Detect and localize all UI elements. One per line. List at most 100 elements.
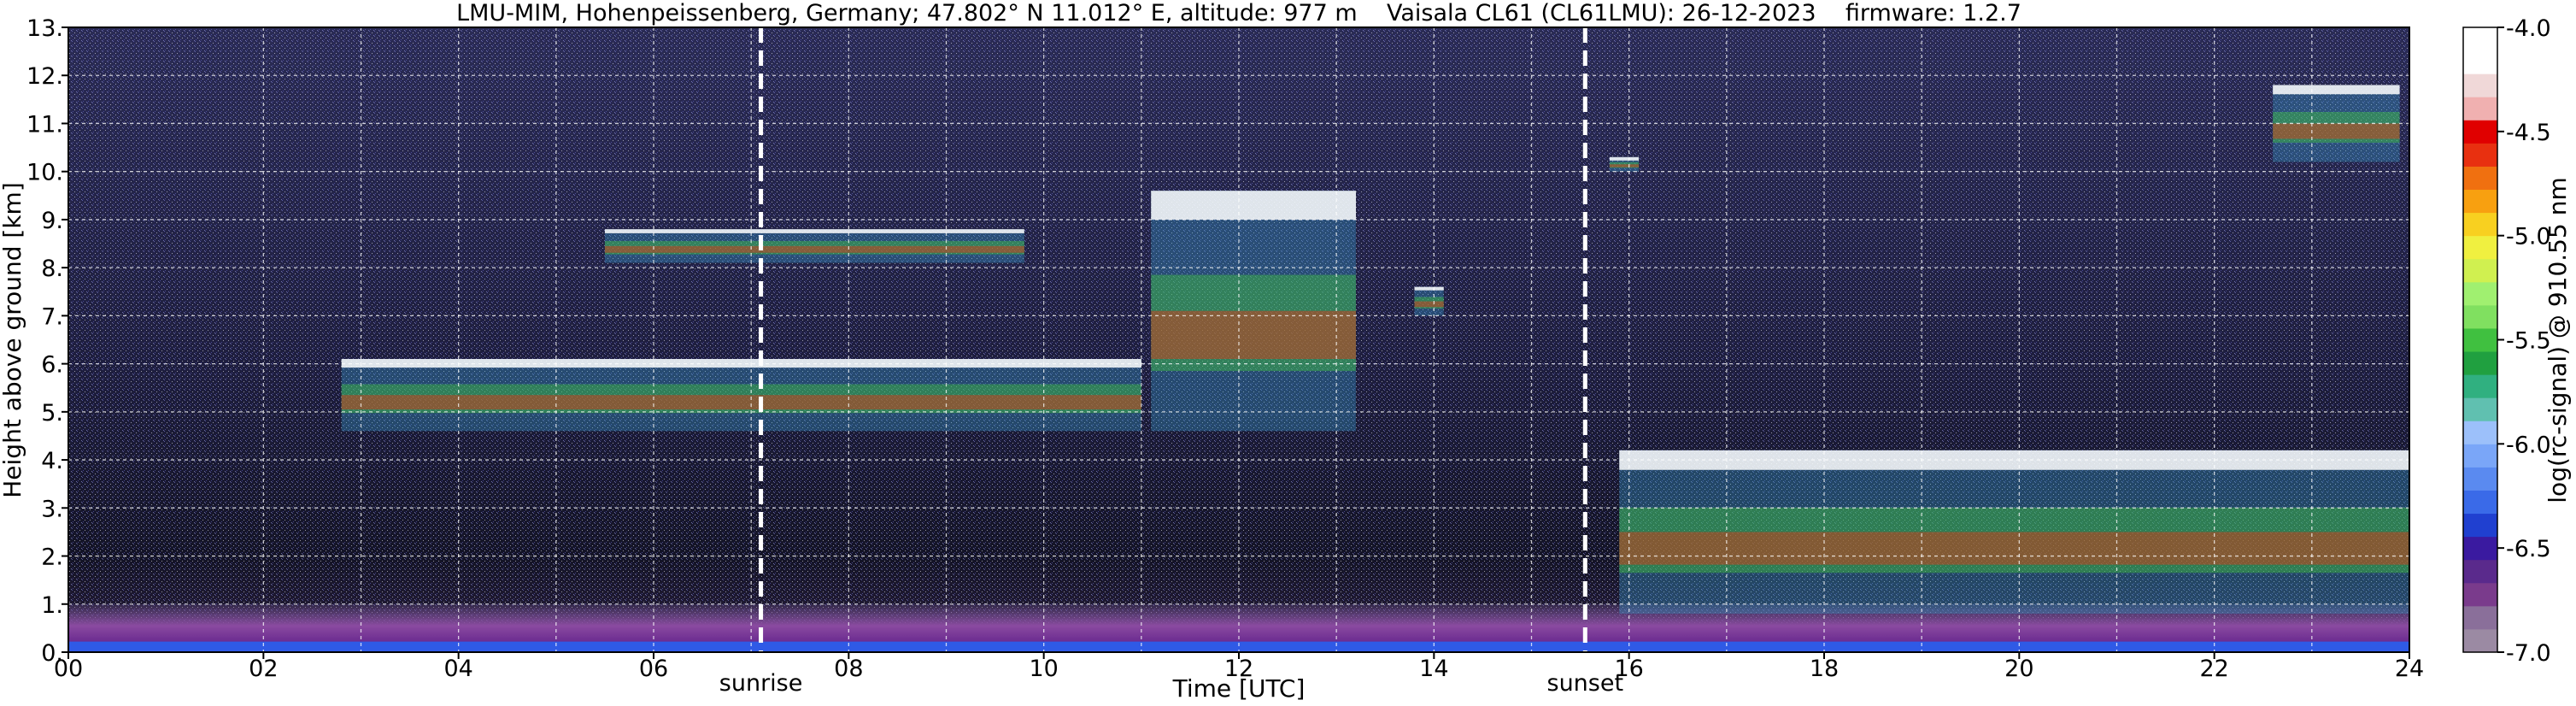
y-tick-label: 2. bbox=[41, 544, 63, 571]
feature-peak bbox=[604, 245, 1024, 253]
x-tick-label: 00 bbox=[54, 656, 83, 682]
colorbar-segment bbox=[2463, 351, 2497, 375]
feature-body bbox=[1151, 191, 1356, 432]
y-tick-label: 1. bbox=[41, 592, 63, 619]
feature-0 bbox=[341, 358, 1141, 432]
feature-body bbox=[1414, 286, 1444, 316]
colorbar-segment bbox=[2463, 490, 2497, 515]
feature-core bbox=[1609, 162, 1640, 168]
feature-body bbox=[2273, 85, 2400, 162]
y-tick-label: 13. bbox=[26, 15, 63, 42]
feature-core bbox=[1619, 507, 2409, 574]
colorbar-segment bbox=[2463, 281, 2497, 306]
feature-6 bbox=[2273, 85, 2400, 162]
feature-body bbox=[1609, 156, 1640, 172]
y-tick-label: 12. bbox=[26, 63, 63, 90]
feature-peak bbox=[1414, 301, 1444, 308]
x-tick-label: 12 bbox=[1224, 656, 1253, 682]
colorbar-segment bbox=[2463, 513, 2497, 538]
feature-peak bbox=[1151, 310, 1356, 359]
feature-1 bbox=[604, 229, 1024, 263]
feature-peak bbox=[1609, 164, 1640, 168]
colorbar: -7.0 -6.5 -6.0 -5.5 -5.0 -4.5 -4.0 bbox=[2462, 15, 2551, 667]
feature-3 bbox=[1414, 286, 1444, 316]
colorbar-segment bbox=[2463, 258, 2497, 283]
colorbar-segment bbox=[2463, 97, 2497, 121]
x-tick-label: 22 bbox=[2199, 656, 2228, 682]
colorbar-segment bbox=[2463, 559, 2497, 584]
colorbar-segment bbox=[2463, 444, 2497, 468]
y-tick-label: 9. bbox=[41, 208, 63, 234]
colorbar-segment bbox=[2463, 143, 2497, 167]
feature-top bbox=[2273, 85, 2400, 95]
feature-top bbox=[1151, 191, 1356, 220]
feature-top bbox=[1609, 156, 1640, 161]
x-axis: 00 02 04 06 08 10 12 14 16 18 20 22 24 bbox=[54, 652, 2424, 682]
colorbar-tick-label: -5.5 bbox=[2506, 328, 2551, 355]
colorbar-tick-label: -4.0 bbox=[2506, 15, 2551, 42]
colorbar-segment bbox=[2463, 189, 2497, 214]
colorbar-segment bbox=[2463, 74, 2497, 97]
colorbar-segment bbox=[2463, 235, 2497, 260]
feature-2 bbox=[1151, 191, 1356, 432]
colorbar-segment bbox=[2463, 212, 2497, 237]
signal-features bbox=[68, 85, 2409, 652]
feature-core bbox=[341, 384, 1141, 414]
feature-body bbox=[1619, 450, 2409, 615]
y-tick-label: 4. bbox=[41, 448, 63, 474]
colorbar-segment bbox=[2463, 628, 2497, 653]
chart-title: LMU-MIM, Hohenpeissenberg, Germany; 47.8… bbox=[456, 0, 2021, 26]
colorbar-segment bbox=[2463, 50, 2497, 74]
feature-4 bbox=[1609, 156, 1640, 172]
x-tick-label: 14 bbox=[1419, 656, 1448, 682]
x-tick-label: 06 bbox=[639, 656, 668, 682]
colorbar-tick-label: -6.5 bbox=[2506, 536, 2551, 562]
feature-5 bbox=[1619, 450, 2409, 615]
sunrise-label: sunrise bbox=[719, 670, 803, 697]
y-tick-label: 6. bbox=[41, 352, 63, 379]
colorbar-tick-label: -5.0 bbox=[2506, 224, 2551, 250]
feature-body bbox=[604, 229, 1024, 263]
colorbar-segment bbox=[2463, 605, 2497, 630]
colorbar-segment bbox=[2463, 166, 2497, 191]
x-tick-label: 20 bbox=[2004, 656, 2033, 682]
feature-top bbox=[1619, 450, 2409, 470]
x-tick-label: 10 bbox=[1029, 656, 1058, 682]
colorbar-segment bbox=[2463, 397, 2497, 421]
colorbar-segment bbox=[2463, 304, 2497, 329]
colorbar-segment bbox=[2463, 27, 2497, 51]
feature-top bbox=[604, 229, 1024, 233]
feature-core bbox=[1414, 297, 1444, 309]
colorbar-segment bbox=[2463, 467, 2497, 491]
y-tick-label: 0. bbox=[41, 640, 63, 667]
colorbar-segment bbox=[2463, 582, 2497, 607]
y-tick-label: 10. bbox=[26, 160, 63, 186]
colorbar-tick-label: -7.0 bbox=[2506, 640, 2551, 667]
feature-body bbox=[341, 358, 1141, 432]
feature-core bbox=[1151, 274, 1356, 372]
x-tick-label: 18 bbox=[1810, 656, 1839, 682]
sun-markers: sunrise sunset bbox=[719, 27, 1623, 697]
feature-peak bbox=[2273, 123, 2400, 139]
colorbar-segment bbox=[2463, 536, 2497, 561]
sunset-label: sunset bbox=[1547, 670, 1624, 697]
colorbar-segment bbox=[2463, 327, 2497, 352]
y-axis: 0. 1. 2. 3. 4. 5. 6. 7. 8. 9. 10. 11. 12. 13. bbox=[26, 15, 68, 667]
x-tick-label: 24 bbox=[2395, 656, 2424, 682]
grid-lines bbox=[68, 27, 2409, 652]
x-tick-label: 08 bbox=[834, 656, 863, 682]
x-tick-label: 02 bbox=[249, 656, 278, 682]
colorbar-tick-label: -4.5 bbox=[2506, 120, 2551, 146]
plot-area: sunrise sunset bbox=[67, 26, 2410, 697]
y-axis-label: Height above ground [km] bbox=[0, 182, 26, 498]
feature-core bbox=[604, 240, 1024, 255]
feature-peak bbox=[1619, 532, 2409, 565]
colorbar-segment bbox=[2463, 421, 2497, 444]
y-tick-label: 7. bbox=[41, 303, 63, 330]
colorbar-label: log(rc-signal) @ 910.55 nm bbox=[2544, 177, 2572, 503]
feature-peak bbox=[341, 395, 1141, 410]
y-tick-label: 11. bbox=[26, 111, 63, 138]
y-tick-label: 8. bbox=[41, 256, 63, 282]
y-tick-label: 3. bbox=[41, 496, 63, 522]
